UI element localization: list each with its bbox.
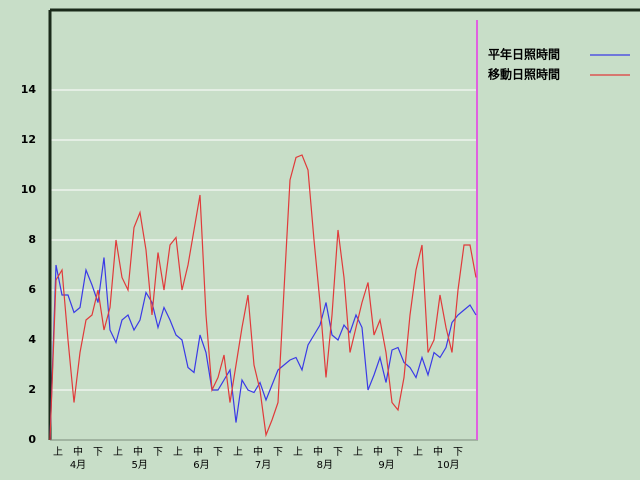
x-minor-label: 中 [253, 445, 263, 458]
x-minor-label: 下 [153, 447, 163, 458]
x-minor-label: 上 [293, 446, 303, 458]
x-major-label: 10月 [437, 459, 460, 471]
y-tick-label: 2 [28, 383, 36, 396]
x-minor-label: 上 [173, 446, 183, 458]
y-tick-label: 10 [21, 183, 37, 196]
x-minor-label: 下 [213, 447, 223, 458]
y-tick-label: 4 [28, 333, 36, 346]
x-major-label: 4月 [70, 459, 86, 471]
legend-label: 平年日照時間 [488, 47, 560, 62]
y-tick-label: 0 [28, 433, 36, 446]
x-minor-label: 中 [133, 445, 143, 458]
x-minor-label: 中 [373, 445, 383, 458]
series-line [49, 154, 477, 441]
x-minor-label: 下 [453, 447, 463, 458]
x-minor-label: 上 [413, 446, 423, 458]
x-major-label: 7月 [255, 459, 271, 471]
x-minor-label: 上 [233, 446, 243, 458]
x-major-label: 6月 [193, 459, 209, 471]
x-minor-label: 下 [333, 447, 343, 458]
y-tick-label: 8 [28, 233, 36, 246]
x-minor-label: 下 [273, 447, 283, 458]
x-minor-label: 中 [433, 445, 443, 458]
y-tick-label: 12 [21, 133, 36, 146]
x-major-label: 5月 [132, 459, 148, 471]
legend-label: 移動日照時間 [488, 67, 560, 82]
x-minor-label: 上 [53, 446, 63, 458]
y-tick-label: 6 [28, 283, 36, 296]
x-minor-label: 下 [393, 447, 403, 458]
x-minor-label: 上 [353, 446, 363, 458]
x-major-label: 9月 [378, 459, 394, 471]
x-minor-label: 下 [93, 447, 103, 458]
y-tick-label: 14 [21, 83, 37, 96]
x-minor-label: 中 [73, 445, 83, 458]
x-major-label: 8月 [317, 459, 333, 471]
x-minor-label: 中 [313, 445, 323, 458]
x-minor-label: 上 [113, 446, 123, 458]
x-minor-label: 中 [193, 445, 203, 458]
